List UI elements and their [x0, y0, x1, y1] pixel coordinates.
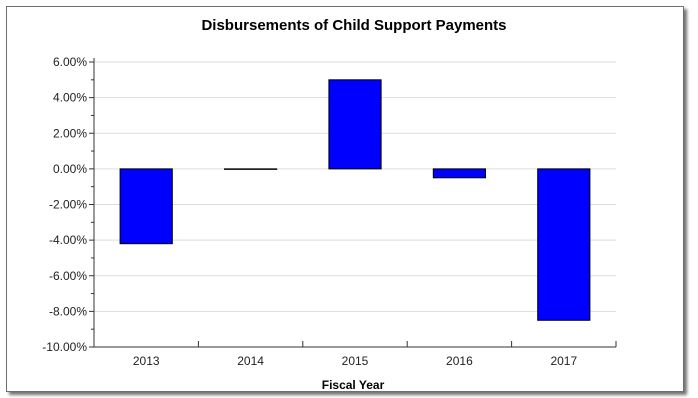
y-tick-label: 6.00%: [53, 55, 87, 69]
bar: [537, 168, 591, 321]
y-tick-label: -10.00%: [42, 340, 87, 354]
bars: [119, 79, 591, 321]
x-tick-label: 2015: [342, 354, 369, 368]
x-tick-label: 2013: [133, 354, 160, 368]
axes: [89, 58, 617, 348]
bar: [328, 79, 382, 170]
x-axis-label: Fiscal Year: [322, 378, 385, 391]
x-tick-label: 2016: [446, 354, 473, 368]
y-tick-label: 0.00%: [53, 162, 87, 176]
x-tick-label: 2017: [550, 354, 577, 368]
y-tick-label: 4.00%: [53, 91, 87, 105]
y-tick-label: -4.00%: [49, 233, 87, 247]
y-tick-label: -8.00%: [49, 304, 87, 318]
y-tick-labels: 6.00% 4.00% 2.00% 0.00% -2.00% -4.00% -6.00% -8…: [42, 55, 87, 354]
x-tick-labels: 2013 2014 2015 2016 2017: [133, 354, 578, 368]
y-tick-label: -6.00%: [49, 269, 87, 283]
bar: [224, 168, 278, 170]
chart-title: Disbursements of Child Support Payments: [201, 17, 506, 34]
chart-frame: Disbursements of Child Support Payments …: [6, 6, 684, 392]
y-tick-label: 2.00%: [53, 126, 87, 140]
x-tick-label: 2014: [237, 354, 264, 368]
y-tick-label: -2.00%: [49, 198, 87, 212]
chart-svg: Disbursements of Child Support Payments …: [42, 17, 617, 391]
bar: [432, 168, 486, 179]
bar: [119, 168, 173, 245]
